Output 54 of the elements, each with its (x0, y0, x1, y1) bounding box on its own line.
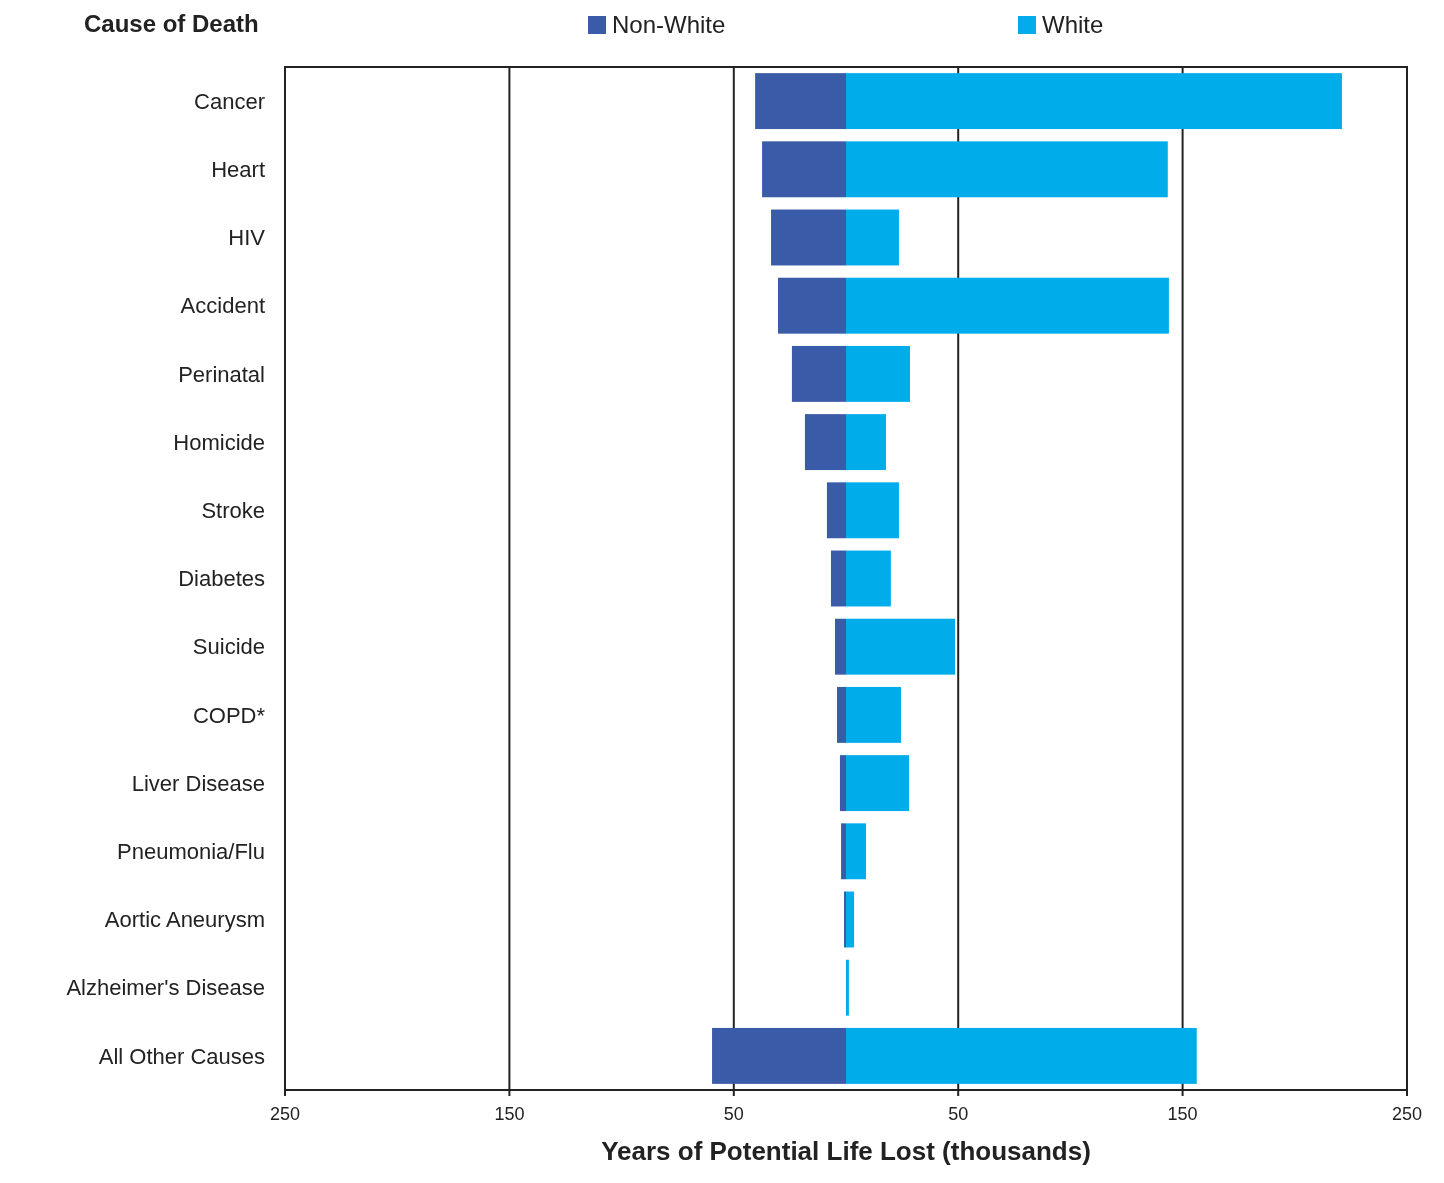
bar (846, 73, 1342, 130)
y-tick-label: Liver Disease (131, 770, 265, 796)
bar (846, 959, 849, 1016)
x-tick-label: 150 (1167, 1104, 1198, 1124)
bar (830, 550, 846, 607)
x-tick-label: 250 (269, 1104, 301, 1124)
y-tick-label: Suicide (192, 634, 265, 660)
x-tick-label: 50 (948, 1104, 969, 1124)
bar (846, 141, 1168, 198)
bar (837, 686, 846, 743)
bar (712, 1027, 846, 1084)
y-tick-label: Aortic Aneurysm (104, 907, 265, 933)
y-tick-label: Diabetes (178, 566, 265, 592)
bar (841, 823, 846, 880)
y-tick-label: Cancer (194, 88, 265, 114)
legend-label: White (1042, 11, 1104, 38)
bar (846, 482, 899, 539)
bar (846, 1027, 1197, 1084)
y-tick-label: Homicide (173, 429, 265, 455)
bar (762, 141, 846, 198)
bar (846, 755, 910, 812)
y-tick-label: Pneumonia/Flu (117, 839, 265, 864)
y-tick-label: COPD* (192, 702, 266, 728)
y-tick-label: Stroke (201, 498, 265, 523)
bar (804, 414, 846, 471)
y-axis-title: Cause of Death (84, 10, 259, 37)
y-tick-label: Heart (211, 157, 265, 182)
bar (846, 686, 901, 743)
bar (846, 345, 910, 402)
bar (846, 277, 1169, 334)
bar (835, 618, 846, 675)
bar (839, 755, 846, 812)
bar (791, 345, 846, 402)
bar (846, 618, 956, 675)
bar (826, 482, 846, 539)
y-tick-label: Perinatal (178, 361, 265, 387)
bar (846, 550, 891, 607)
x-tick-label: 150 (494, 1104, 525, 1124)
y-tick-label: Accident (180, 293, 265, 319)
x-tick-label: 250 (1391, 1104, 1423, 1124)
y-tick-label: All Other Causes (98, 1043, 265, 1069)
bar (846, 891, 855, 948)
bar (771, 209, 846, 266)
bar (778, 277, 846, 334)
y-tick-label: HIV (228, 225, 266, 251)
bar (846, 414, 886, 471)
bar (755, 73, 846, 130)
bar (846, 209, 899, 266)
y-tick-label: Alzheimer's Disease (66, 975, 265, 1001)
legend-label: Non-White (612, 11, 726, 38)
x-axis-title: Years of Potential Life Lost (thousands) (601, 1136, 1091, 1166)
bar (846, 823, 866, 880)
bar (843, 891, 846, 948)
x-tick-label: 50 (723, 1104, 744, 1124)
